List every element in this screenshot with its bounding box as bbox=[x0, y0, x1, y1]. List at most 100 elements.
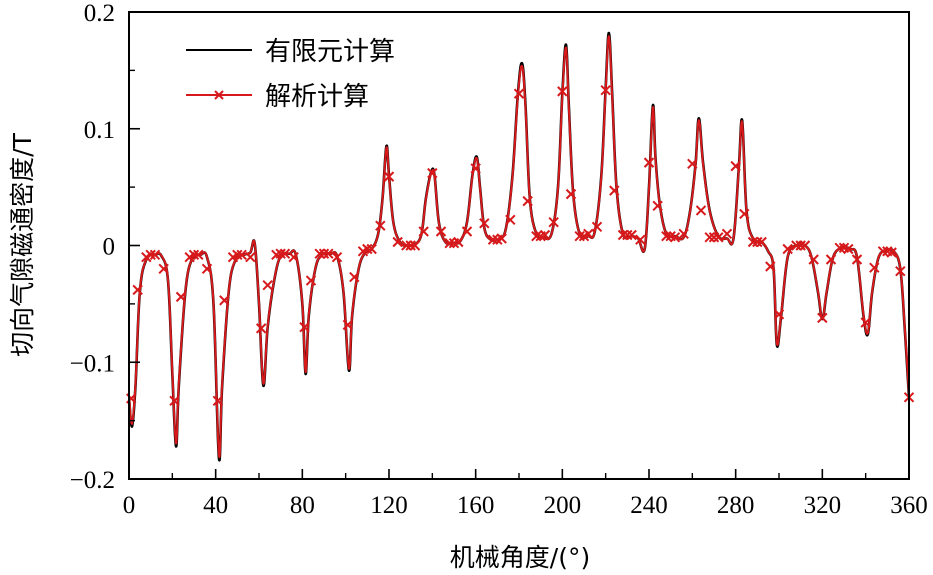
x-marker-icon bbox=[695, 205, 707, 216]
x-marker-icon bbox=[479, 218, 490, 229]
x-marker-icon bbox=[877, 246, 889, 257]
x-tick-label: 200 bbox=[544, 492, 582, 519]
legend-item-fem: 有限元计算 bbox=[186, 37, 395, 67]
analytical-markers bbox=[125, 85, 915, 406]
x-marker-icon bbox=[687, 158, 698, 169]
x-marker-icon bbox=[487, 234, 499, 245]
x-marker-icon bbox=[583, 228, 594, 240]
x-marker-icon bbox=[622, 229, 633, 241]
y-tick-label: −0.1 bbox=[70, 350, 115, 377]
x-marker-icon bbox=[435, 226, 447, 237]
x-marker-icon bbox=[366, 243, 377, 255]
y-axis-title: 切向气隙磁通密度/T bbox=[8, 132, 37, 356]
x-marker-icon bbox=[323, 248, 334, 259]
x-marker-icon bbox=[522, 195, 533, 207]
x-marker-icon bbox=[678, 228, 689, 240]
x-marker-icon bbox=[869, 262, 880, 273]
x-tick-label: 120 bbox=[370, 492, 408, 519]
x-marker-icon bbox=[808, 254, 819, 265]
x-tick-label: 280 bbox=[717, 492, 755, 519]
x-marker-icon bbox=[275, 248, 286, 259]
x-marker-icon bbox=[349, 271, 360, 283]
x-marker-icon bbox=[505, 214, 516, 226]
x-marker-icon bbox=[782, 243, 793, 255]
x-marker-icon bbox=[591, 221, 603, 233]
x-marker-icon bbox=[392, 236, 403, 248]
x-tick-label: 160 bbox=[457, 492, 495, 519]
x-marker-icon bbox=[288, 251, 299, 263]
x-marker-icon bbox=[817, 312, 828, 324]
x-marker-icon bbox=[158, 263, 169, 275]
x-marker-icon bbox=[470, 163, 481, 174]
x-marker-icon bbox=[245, 251, 256, 263]
x-marker-icon bbox=[375, 220, 386, 231]
x-marker-icon bbox=[383, 171, 395, 182]
x-marker-icon bbox=[795, 240, 806, 251]
x-marker-icon bbox=[236, 249, 247, 261]
x-marker-icon bbox=[255, 323, 267, 334]
legend-x-marker-icon bbox=[214, 90, 224, 100]
x-marker-icon bbox=[713, 232, 724, 243]
x-marker-icon bbox=[444, 237, 455, 249]
x-marker-icon bbox=[427, 167, 438, 179]
legend-label-analytical: 解析计算 bbox=[265, 82, 369, 112]
x-marker-icon bbox=[799, 240, 811, 251]
x-marker-icon bbox=[342, 319, 354, 331]
x-marker-icon bbox=[626, 229, 637, 241]
x-marker-icon bbox=[895, 265, 906, 277]
x-marker-icon bbox=[513, 88, 525, 99]
x-marker-icon bbox=[193, 249, 204, 261]
y-tick-label: 0 bbox=[103, 234, 116, 261]
x-marker-icon bbox=[825, 254, 837, 265]
x-marker-icon bbox=[188, 249, 200, 261]
x-marker-icon bbox=[219, 295, 230, 306]
x-marker-icon bbox=[305, 275, 317, 286]
x-marker-icon bbox=[362, 243, 373, 255]
x-marker-icon bbox=[557, 86, 568, 97]
x-marker-icon bbox=[299, 322, 310, 333]
x-marker-icon bbox=[730, 160, 741, 172]
x-tick-label: 240 bbox=[630, 492, 668, 519]
x-marker-icon bbox=[669, 232, 681, 243]
analytical-series-line bbox=[129, 35, 909, 459]
x-marker-icon bbox=[405, 240, 416, 251]
x-marker-icon bbox=[279, 248, 291, 259]
x-marker-icon bbox=[756, 236, 767, 248]
x-marker-icon bbox=[834, 242, 845, 254]
y-axis-tick-labels: −0.2 −0.1 0 0.1 0.2 bbox=[70, 0, 115, 494]
x-marker-icon bbox=[617, 229, 629, 241]
x-marker-icon bbox=[201, 263, 213, 275]
x-marker-icon bbox=[721, 228, 733, 240]
x-marker-icon bbox=[453, 236, 464, 248]
x-marker-icon bbox=[149, 249, 161, 261]
x-marker-icon bbox=[708, 232, 720, 243]
x-axis-tick-labels: 0 40 80 120 160 200 240 280 320 360 bbox=[123, 492, 928, 519]
x-tick-label: 40 bbox=[203, 492, 228, 519]
x-marker-icon bbox=[539, 229, 551, 241]
x-marker-icon bbox=[496, 233, 507, 244]
x-marker-icon bbox=[461, 226, 473, 237]
x-marker-icon bbox=[652, 200, 663, 212]
x-marker-icon bbox=[747, 236, 759, 248]
y-tick-label: 0.1 bbox=[84, 117, 115, 144]
x-marker-icon bbox=[860, 317, 871, 328]
x-marker-icon bbox=[232, 249, 243, 261]
x-marker-icon bbox=[600, 85, 611, 96]
x-marker-icon bbox=[739, 208, 750, 220]
x-marker-icon bbox=[262, 279, 273, 291]
x-marker-icon bbox=[212, 395, 224, 406]
legend-label-fem: 有限元计算 bbox=[265, 37, 395, 67]
legend-item-analytical: 解析计算 bbox=[186, 82, 369, 112]
y-tick-label: 0.2 bbox=[84, 0, 115, 27]
x-marker-icon bbox=[752, 236, 763, 248]
x-axis-title: 机械角度/(°) bbox=[450, 543, 590, 572]
series-layer bbox=[125, 31, 915, 462]
x-marker-icon bbox=[175, 291, 187, 303]
x-marker-icon bbox=[843, 243, 854, 255]
x-tick-label: 0 bbox=[123, 492, 136, 519]
x-tick-label: 320 bbox=[804, 492, 842, 519]
x-marker-icon bbox=[331, 251, 343, 263]
x-marker-icon bbox=[314, 248, 325, 259]
legend: 有限元计算 解析计算 bbox=[186, 37, 395, 112]
x-marker-icon bbox=[318, 248, 330, 259]
